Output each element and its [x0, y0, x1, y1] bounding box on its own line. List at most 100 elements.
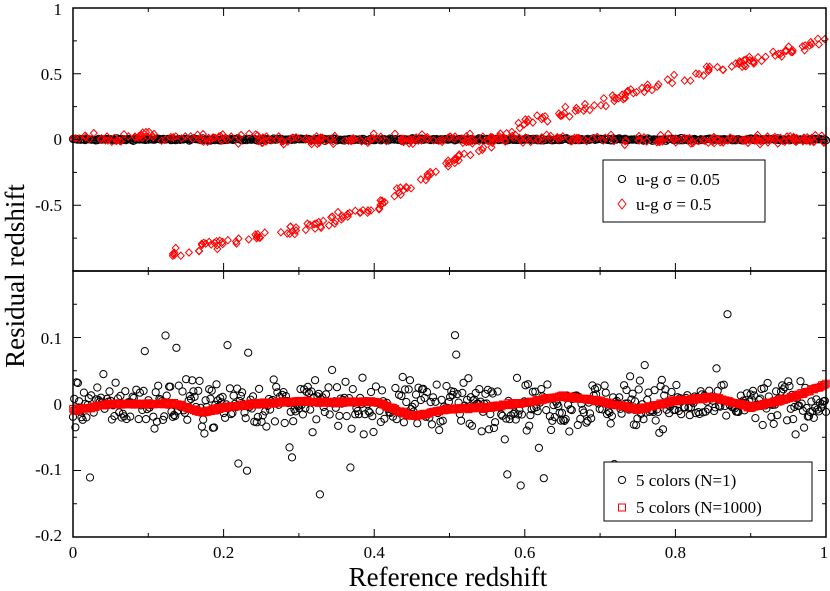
top-point-ug-0.5 — [753, 130, 762, 140]
top-point-ug-0.5-branch — [423, 172, 432, 181]
bottom-point-n1 — [99, 370, 108, 379]
bottom-point-n1 — [585, 409, 595, 418]
bottom-legend-box — [603, 461, 813, 522]
bottom-point-n1 — [429, 393, 438, 402]
top-point-ug-0.5-branch — [194, 246, 203, 256]
bottom-point-n1 — [368, 412, 377, 421]
top-point-ug-0.5-branch — [338, 213, 347, 223]
top-point-ug-0.5-branch — [643, 80, 652, 90]
top-point-ug-0.5-branch — [624, 86, 633, 96]
y-axis-label: Residual redshift — [0, 184, 30, 368]
bottom-point-n1 — [207, 386, 216, 395]
top-point-ug-0.5-branch — [314, 217, 323, 227]
bottom-point-n1 — [242, 466, 252, 475]
top-point-ug-0.5 — [789, 133, 799, 143]
top-point-ug-0.5-branch — [798, 41, 807, 51]
top-point-ug-0.5 — [134, 133, 143, 143]
bottom-point-n1 — [178, 387, 187, 396]
top-point-ug-0.5 — [277, 137, 286, 146]
bottom-point-n1 — [241, 414, 250, 423]
bottom-point-n1 — [711, 403, 720, 412]
bottom-point-n1 — [258, 411, 267, 420]
top-point-ug-0.5-branch — [176, 251, 185, 261]
bottom-point-n1 — [150, 424, 159, 433]
bottom-point-n1 — [565, 427, 574, 436]
bottom-point-n1 — [87, 391, 96, 400]
bottom-point-n1 — [197, 422, 206, 431]
bottom-point-n1 — [442, 381, 451, 391]
top-point-ug-0.5-branch — [781, 46, 790, 56]
top-point-ug-0.5 — [288, 133, 297, 143]
bottom-point-n1 — [422, 387, 432, 397]
bottom-point-n1 — [210, 423, 219, 432]
bottom-point-n1 — [328, 365, 337, 375]
top-point-ug-0.5 — [347, 136, 356, 146]
bottom-point-n1 — [796, 377, 805, 386]
bottom-point-n1 — [560, 416, 569, 425]
bottom-point-n1 — [748, 386, 758, 395]
bottom-point-n1 — [579, 408, 589, 417]
bottom-point-n1 — [111, 378, 120, 387]
bottom-point-n1 — [427, 420, 436, 429]
bottom-ytick-label: -0.1 — [35, 460, 62, 479]
top-point-ug-0.5-branch — [806, 37, 815, 47]
top-point-ug-0.5-branch — [319, 216, 328, 226]
bottom-point-n1 — [234, 459, 243, 468]
bottom-point-n1 — [199, 415, 208, 424]
bottom-point-n1 — [312, 415, 321, 424]
bottom-point-n1 — [491, 418, 500, 427]
bottom-point-n1 — [358, 373, 367, 382]
top-point-ug-0.5 — [148, 131, 157, 140]
top-point-ug-0.5 — [390, 129, 400, 139]
top-point-ug-0.5 — [728, 134, 737, 144]
bottom-point-n1 — [758, 420, 767, 430]
axis-ticks — [72, 7, 827, 538]
top-point-ug-0.5 — [802, 136, 811, 145]
top-point-ug-0.5 — [96, 135, 105, 144]
bottom-point-n1 — [773, 411, 782, 420]
top-point-ug-0.5 — [488, 133, 497, 142]
bottom-point-n1 — [408, 402, 417, 411]
top-point-ug-0.5 — [272, 135, 281, 144]
top-point-ug-0.5 — [809, 137, 818, 147]
bottom-point-n1 — [161, 331, 170, 340]
top-point-ug-0.5 — [113, 135, 122, 145]
bottom-point-n1 — [257, 417, 266, 426]
top-point-ug-0.5-branch — [572, 103, 581, 113]
bottom-point-n1 — [307, 387, 316, 396]
bottom-point-n1 — [255, 384, 264, 393]
bottom-point-n1 — [600, 381, 609, 390]
top-point-ug-0.5 — [161, 135, 170, 144]
xtick-label: 1 — [820, 543, 829, 562]
top-point-ug-0.5-branch — [351, 206, 360, 216]
top-point-ug-0.5-branch — [376, 200, 385, 210]
top-point-ug-0.5 — [171, 132, 180, 141]
top-point-ug-0.5 — [599, 136, 608, 145]
bottom-point-n1 — [593, 383, 602, 392]
top-panel-points — [68, 34, 830, 261]
top-ytick-label: 1 — [54, 0, 63, 19]
top-point-ug-0.5-branch — [653, 82, 662, 91]
bottom-point-n1 — [815, 398, 825, 407]
bottom-point-n1 — [79, 388, 89, 397]
top-point-ug-0.5-branch — [807, 39, 816, 49]
bottom-ytick-label: 0.1 — [41, 329, 62, 348]
bottom-point-n1 — [712, 364, 721, 373]
bottom-point-n1 — [201, 396, 210, 405]
top-point-ug-0.5 — [279, 136, 288, 146]
top-point-ug-0.5 — [357, 137, 366, 146]
top-point-ug-0.5 — [700, 136, 710, 146]
bottom-point-n1 — [405, 376, 415, 385]
bottom-point-n1 — [332, 383, 342, 392]
top-point-ug-0.5-branch — [452, 155, 461, 164]
top-point-ug-0.5 — [245, 129, 254, 139]
bottom-point-n1 — [105, 387, 114, 396]
top-point-ug-0.5-branch — [621, 90, 630, 99]
top-point-ug-0.5 — [750, 136, 759, 145]
bottom-point-n1 — [710, 406, 719, 416]
top-point-ug-0.5 — [724, 135, 733, 145]
top-point-ug-0.5 — [546, 131, 555, 141]
top-point-ug-0.5-branch — [611, 93, 620, 103]
top-point-ug-0.5 — [671, 138, 680, 147]
